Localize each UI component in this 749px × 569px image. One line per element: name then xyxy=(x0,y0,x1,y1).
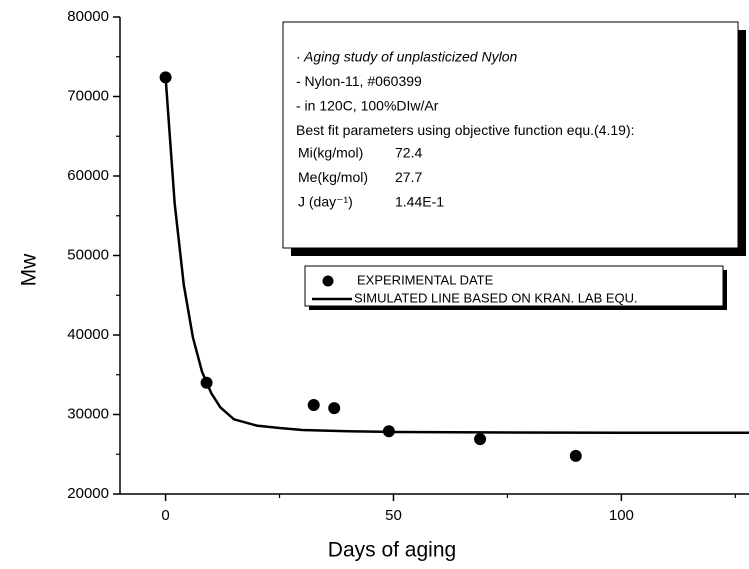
legend-box xyxy=(304,265,724,307)
legend-marker xyxy=(322,275,334,287)
y-tick-label: 50000 xyxy=(67,246,109,263)
param-value: 72.4 xyxy=(395,145,422,161)
y-tick-label: 60000 xyxy=(67,167,109,184)
legend: EXPERIMENTAL DATE SIMULATED LINE BASED ON… xyxy=(304,265,727,310)
y-tick-label: 20000 xyxy=(67,485,109,502)
annotation-line: - in 120C, 100%DIw/Ar xyxy=(296,98,439,114)
annotation-line: - Nylon-11, #060399 xyxy=(296,73,422,89)
annotation-line: Best fit parameters using objective func… xyxy=(296,122,635,138)
fit-line xyxy=(164,77,749,435)
x-tick-label: 0 xyxy=(161,507,169,524)
legend-label: EXPERIMENTAL DATE xyxy=(357,272,494,287)
data-point xyxy=(328,402,341,415)
data-point xyxy=(474,433,487,446)
annotation-line: · Aging study of unplasticized Nylon xyxy=(296,49,517,65)
y-tick-label: 80000 xyxy=(67,8,109,25)
legend-label: SIMULATED LINE BASED ON KRAN. LAB EQU. xyxy=(354,290,638,305)
y-axis-label: Mw xyxy=(18,253,41,286)
x-tick-label: 50 xyxy=(385,507,402,524)
x-axis-label: Days of aging xyxy=(328,539,456,562)
param-name: Me(kg/mol) xyxy=(298,169,368,185)
param-value: 1.44E-1 xyxy=(395,194,444,210)
box xyxy=(282,21,739,249)
y-tick-label: 30000 xyxy=(67,405,109,422)
y-tick-label: 70000 xyxy=(67,87,109,104)
y-tick-label: 40000 xyxy=(67,326,109,343)
param-name: Mi(kg/mol) xyxy=(298,145,363,161)
param-name: J (day⁻¹) xyxy=(298,194,353,210)
data-point xyxy=(307,398,320,411)
x-tick-label: 100 xyxy=(609,507,634,524)
param-value: 27.7 xyxy=(395,169,422,185)
data-point xyxy=(569,449,582,462)
annotation-box: · Aging study of unplasticized Nylon - Ny… xyxy=(282,21,746,256)
